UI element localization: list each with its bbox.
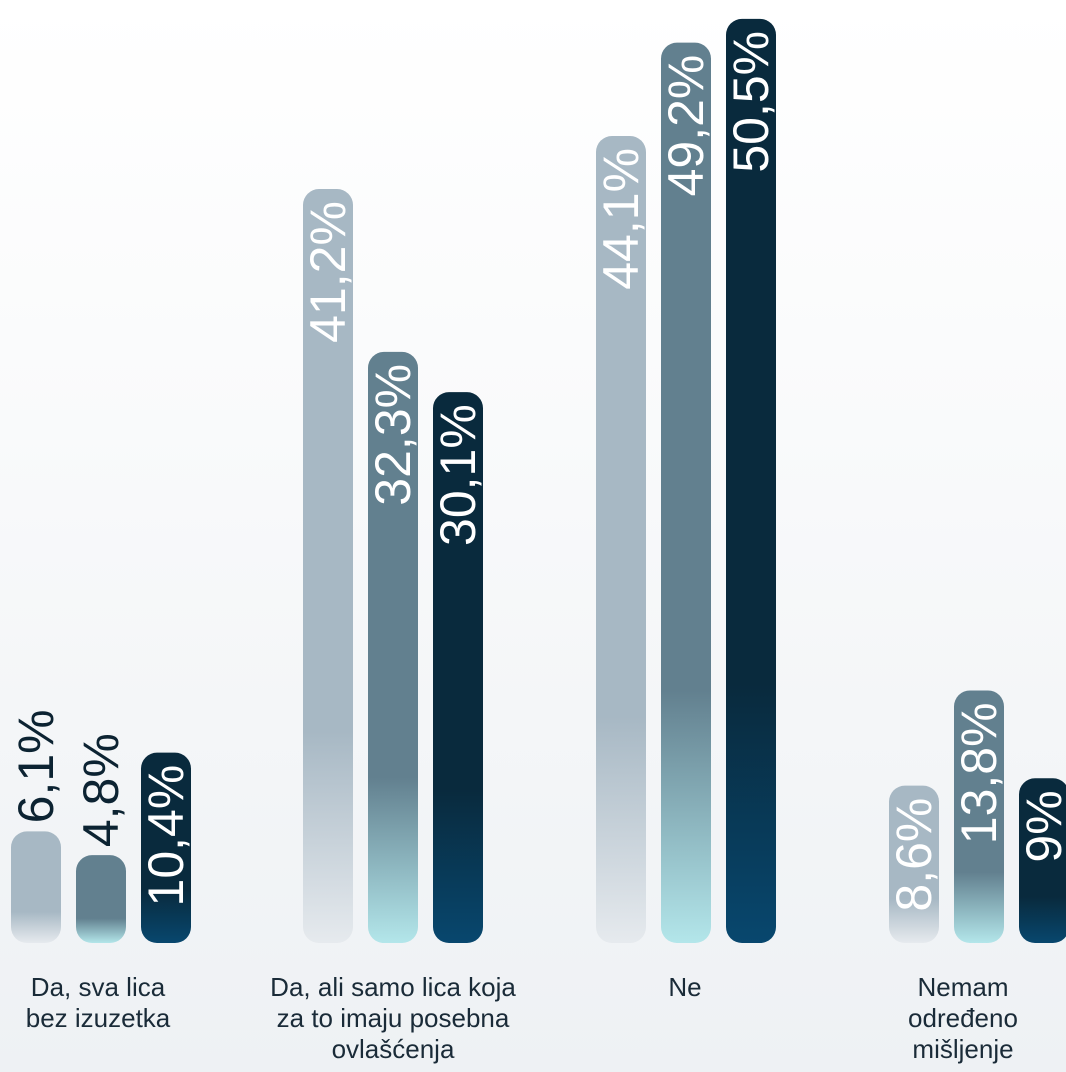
bar-4-3 (1019, 778, 1066, 943)
value-label-4-3: 9% (1016, 790, 1066, 862)
bar-1-3 (141, 752, 191, 943)
category-label-line: za to imaju posebna (276, 1003, 510, 1033)
bar-4-2 (954, 690, 1004, 943)
category-label-line: Da, ali samo lica koja (270, 972, 516, 1002)
category-label-line: Nemam (917, 972, 1009, 1002)
bar-2-3 (433, 392, 483, 943)
value-label-3-3: 50,5% (723, 31, 779, 173)
value-label-2-2: 32,3% (365, 364, 421, 506)
category-label-line: mišljenje (912, 1034, 1014, 1064)
category-label-da-ali-samo: Da, ali samo lica koja za to imaju poseb… (238, 972, 548, 1065)
value-label-3-1: 44,1% (593, 148, 649, 290)
value-label-2-1: 41,2% (300, 201, 356, 343)
value-labels-layer: 6,1% 4,8% 10,4% 41,2%32,3% 30,1% 44,1%49,2% 50… (8, 31, 1066, 912)
category-label-line: bez izuzetka (25, 1003, 171, 1033)
category-label-line: ovlašćenja (331, 1034, 455, 1064)
value-label-1-1: 6,1% (8, 709, 64, 823)
bar-4-1 (889, 785, 939, 943)
value-label-4-1: 8,6% (886, 798, 942, 912)
bar-3-3 (726, 18, 776, 944)
category-label-line: Ne (668, 972, 702, 1002)
category-label-ne: Ne (590, 972, 780, 1003)
bar-1-2 (76, 855, 126, 943)
value-label-4-2: 13,8% (951, 702, 1007, 844)
category-label-line: Da, sva lica (30, 972, 166, 1002)
value-label-3-2: 49,2% (658, 55, 714, 197)
value-label-2-3: 30,1% (430, 404, 486, 546)
bar-2-2 (368, 351, 418, 943)
bar-3-1 (596, 135, 646, 944)
bar-1-1 (11, 831, 61, 943)
value-label-1-2: 4,8% (73, 733, 129, 847)
bar-3-2 (661, 42, 711, 943)
value-label-1-3: 10,4% (138, 765, 194, 907)
category-label-line: određeno (908, 1003, 1018, 1033)
bar-2-1 (303, 189, 353, 944)
category-label-da-sva-lica: Da, sva lica bez izuzetka (0, 972, 196, 1034)
category-label-nemam-misljenje: Nemam određeno mišljenje (880, 972, 1046, 1065)
bars-layer (11, 18, 1066, 944)
